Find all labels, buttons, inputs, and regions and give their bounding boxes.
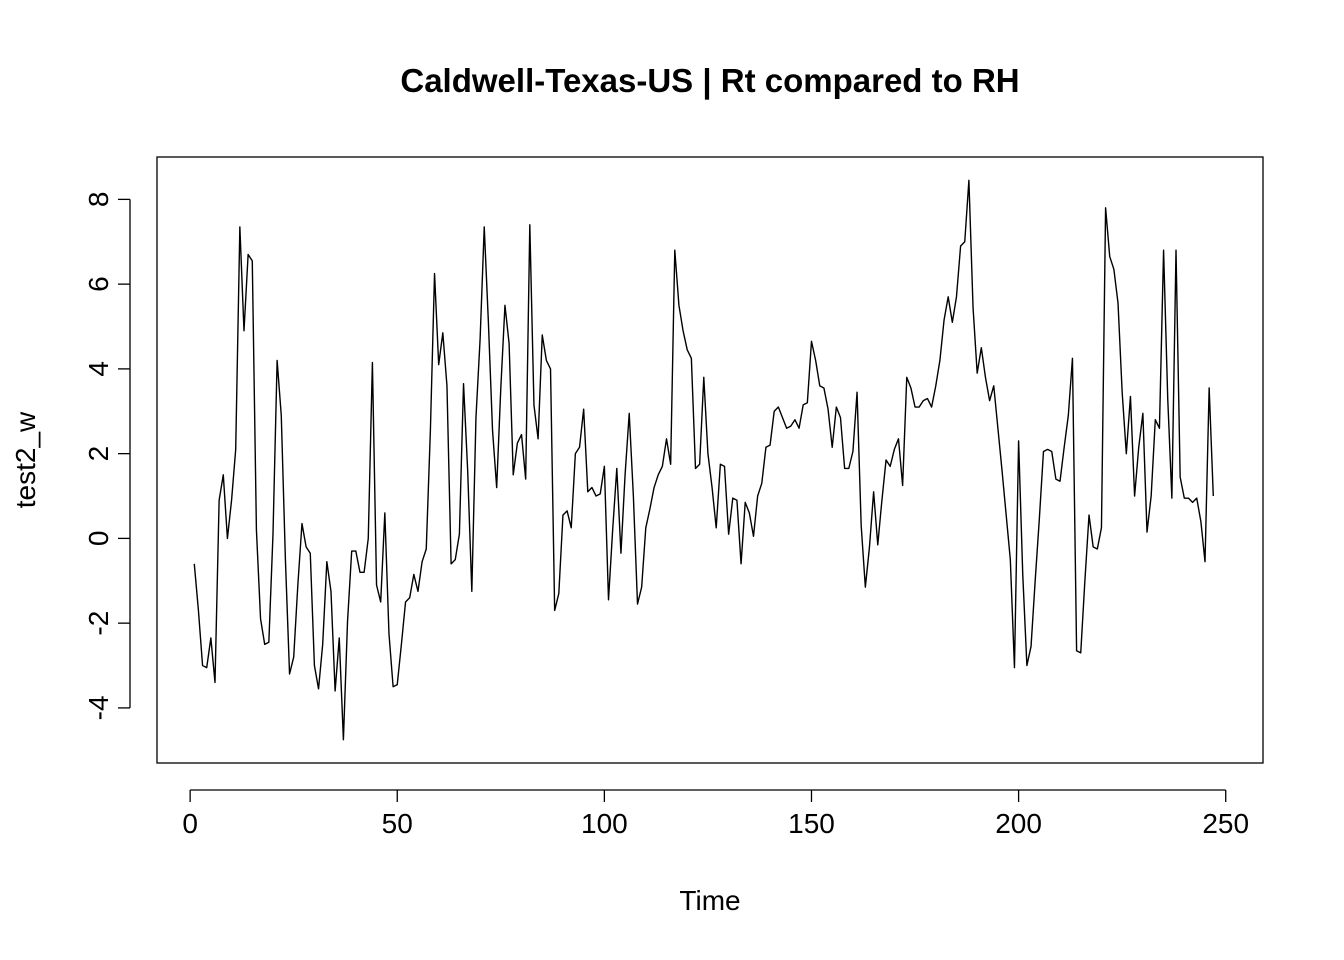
y-tick-label: -2 [83, 611, 114, 636]
x-tick-label: 150 [788, 808, 835, 839]
x-tick-label: 100 [581, 808, 628, 839]
x-tick-label: 200 [995, 808, 1042, 839]
series-line [193, 179, 1214, 741]
y-tick-label: 6 [83, 276, 114, 292]
x-tick-label: 50 [382, 808, 413, 839]
x-axis: 0 50 100 150 200 250 [182, 789, 1249, 839]
x-tick-label: 0 [182, 808, 198, 839]
y-tick-label: -4 [83, 695, 114, 720]
series-layer [193, 179, 1214, 741]
y-tick-label: 8 [83, 192, 114, 208]
y-axis: -4 -2 0 2 4 6 8 [83, 192, 131, 720]
y-axis-label: test2_w [10, 411, 41, 508]
y-tick-label: 4 [83, 361, 114, 377]
y-tick-label: 2 [83, 446, 114, 462]
x-axis-label: Time [679, 885, 740, 916]
y-tick-label: 0 [83, 531, 114, 547]
x-tick-label: 250 [1202, 808, 1249, 839]
plot-frame [156, 156, 1264, 764]
chart-title: Caldwell-Texas-US | Rt compared to RH [400, 62, 1019, 99]
